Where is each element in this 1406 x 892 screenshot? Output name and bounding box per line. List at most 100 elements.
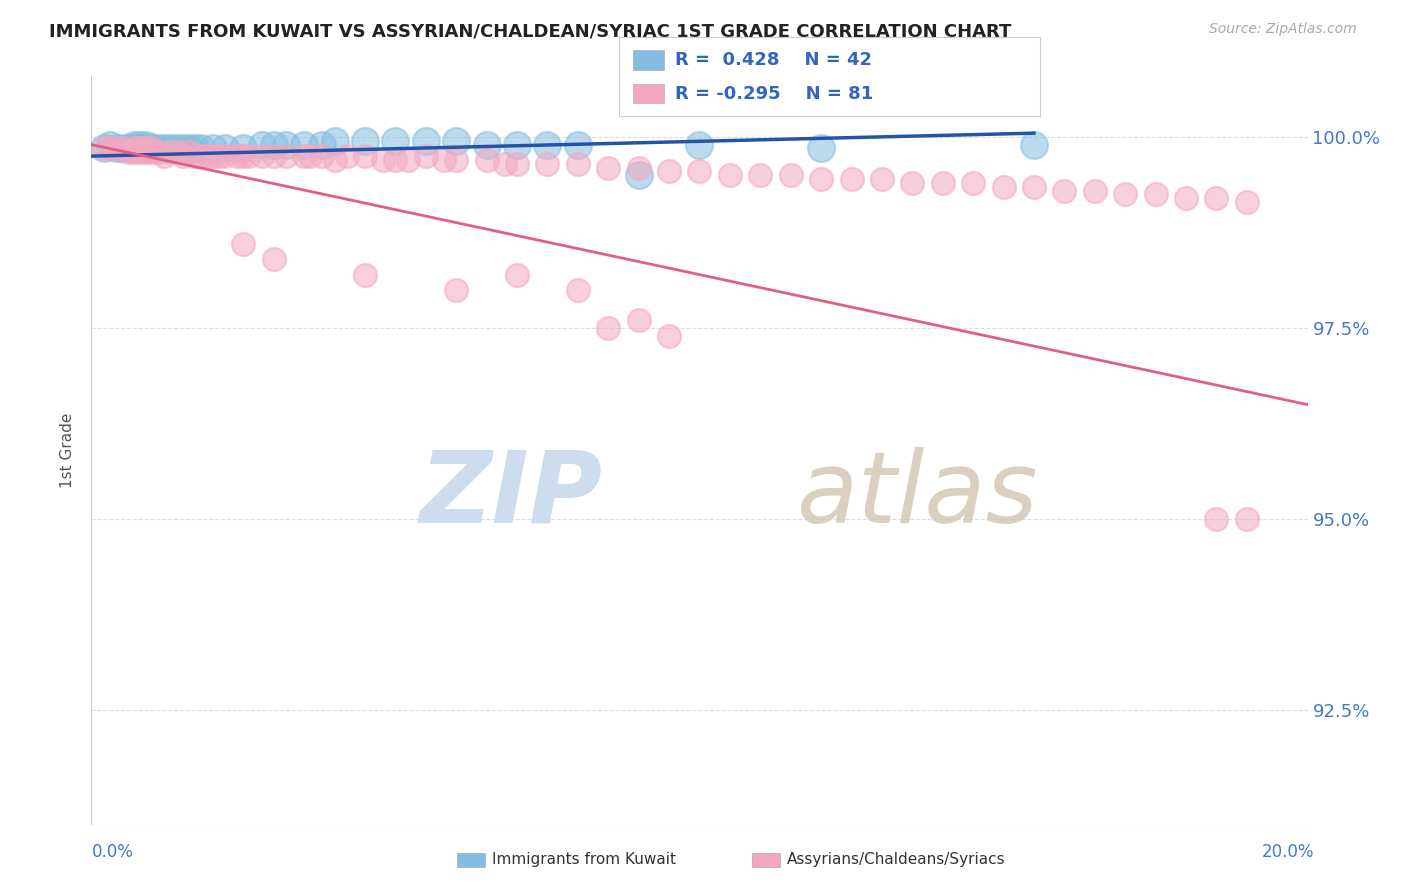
Y-axis label: 1st Grade: 1st Grade bbox=[60, 413, 76, 488]
Point bbox=[475, 153, 498, 167]
Text: Immigrants from Kuwait: Immigrants from Kuwait bbox=[492, 853, 676, 867]
Point bbox=[166, 145, 188, 160]
Point bbox=[274, 149, 297, 163]
Point bbox=[232, 237, 254, 252]
Point bbox=[627, 313, 650, 327]
Point bbox=[627, 168, 650, 182]
Point bbox=[354, 134, 377, 148]
Point bbox=[931, 176, 953, 190]
Point bbox=[536, 137, 558, 152]
Point bbox=[135, 145, 157, 160]
Point bbox=[336, 149, 359, 163]
Point bbox=[232, 149, 254, 163]
Point bbox=[810, 172, 832, 186]
Point bbox=[810, 141, 832, 155]
Point bbox=[202, 149, 225, 163]
Point bbox=[184, 149, 207, 163]
Point bbox=[250, 149, 273, 163]
Text: Assyrians/Chaldeans/Syriacs: Assyrians/Chaldeans/Syriacs bbox=[787, 853, 1005, 867]
Point bbox=[373, 153, 395, 167]
Point bbox=[384, 134, 406, 148]
Point bbox=[141, 141, 163, 155]
Point bbox=[141, 141, 163, 155]
Point bbox=[1022, 137, 1045, 152]
Point bbox=[104, 141, 127, 155]
Text: Source: ZipAtlas.com: Source: ZipAtlas.com bbox=[1209, 22, 1357, 37]
Point bbox=[214, 141, 236, 155]
Point bbox=[598, 161, 620, 175]
Point bbox=[250, 137, 273, 152]
Point bbox=[1205, 512, 1227, 526]
Point bbox=[311, 149, 333, 163]
Point bbox=[506, 137, 529, 152]
Text: 0.0%: 0.0% bbox=[91, 843, 134, 861]
Point bbox=[238, 149, 260, 163]
Point bbox=[506, 268, 529, 282]
Point bbox=[104, 141, 127, 155]
Point bbox=[658, 328, 681, 343]
Point bbox=[415, 134, 437, 148]
Point bbox=[208, 149, 231, 163]
Point bbox=[141, 145, 163, 160]
Point bbox=[1236, 512, 1258, 526]
Point bbox=[129, 137, 152, 152]
Point bbox=[122, 141, 145, 155]
Point bbox=[148, 141, 170, 155]
Point bbox=[841, 172, 863, 186]
Point bbox=[354, 268, 377, 282]
Point bbox=[1236, 194, 1258, 209]
Point bbox=[177, 145, 200, 160]
Point bbox=[688, 137, 710, 152]
Point bbox=[166, 141, 188, 155]
Point bbox=[567, 283, 589, 297]
Point bbox=[323, 153, 346, 167]
Point bbox=[232, 141, 254, 155]
Point bbox=[415, 149, 437, 163]
Point bbox=[311, 137, 333, 152]
Point bbox=[598, 321, 620, 335]
Point bbox=[135, 141, 157, 155]
Point bbox=[122, 145, 145, 160]
Point bbox=[299, 149, 322, 163]
Point bbox=[292, 137, 315, 152]
Point bbox=[148, 145, 170, 160]
Point bbox=[962, 176, 984, 190]
Text: R = -0.295    N = 81: R = -0.295 N = 81 bbox=[675, 85, 873, 103]
Point bbox=[901, 176, 924, 190]
Point bbox=[98, 137, 121, 152]
Point bbox=[93, 141, 115, 155]
Point bbox=[190, 141, 212, 155]
Point bbox=[779, 168, 801, 182]
Point bbox=[111, 141, 134, 155]
Point bbox=[993, 179, 1015, 194]
Point bbox=[184, 141, 207, 155]
Point bbox=[274, 137, 297, 152]
Point bbox=[214, 149, 236, 163]
Point bbox=[129, 141, 152, 155]
Point bbox=[226, 149, 249, 163]
Point bbox=[117, 141, 139, 155]
Point bbox=[567, 137, 589, 152]
Point bbox=[536, 157, 558, 171]
Point bbox=[1053, 184, 1076, 198]
Point bbox=[627, 161, 650, 175]
Point bbox=[153, 149, 176, 163]
Point bbox=[433, 153, 456, 167]
Point bbox=[98, 141, 121, 155]
Point bbox=[202, 141, 225, 155]
Point bbox=[135, 141, 157, 155]
Point bbox=[263, 137, 285, 152]
Point bbox=[1114, 187, 1136, 202]
Point bbox=[494, 157, 516, 171]
Point bbox=[658, 164, 681, 178]
Point bbox=[177, 141, 200, 155]
Point bbox=[1205, 191, 1227, 205]
Text: atlas: atlas bbox=[797, 447, 1039, 544]
Point bbox=[444, 283, 467, 297]
Point bbox=[444, 153, 467, 167]
Point bbox=[263, 252, 285, 267]
Point bbox=[444, 134, 467, 148]
Point bbox=[135, 137, 157, 152]
Point bbox=[749, 168, 772, 182]
Point bbox=[122, 137, 145, 152]
